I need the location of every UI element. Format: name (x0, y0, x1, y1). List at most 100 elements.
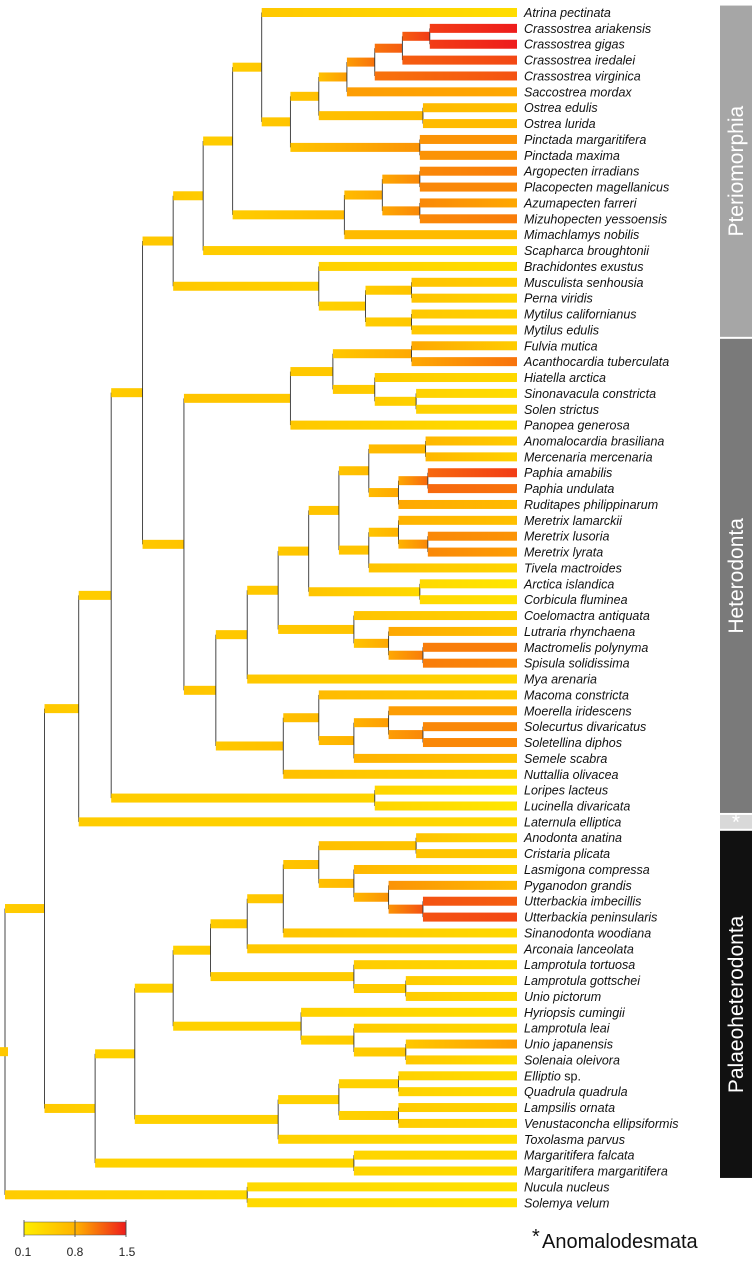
taxon-label: Paphia amabilis (524, 466, 612, 480)
branch-c_imp (183, 685, 216, 695)
branch-loripes-lacteus (374, 785, 517, 795)
taxon-label: Argopecten irradians (523, 165, 639, 179)
taxon-label: Lutraria rhynchaena (524, 625, 635, 639)
branch-c_anod (210, 919, 248, 929)
branch-mercenaria-mercenaria (425, 452, 517, 462)
branch-c_b1 (44, 1103, 96, 1113)
taxon-label: Brachidontes exustus (524, 260, 644, 274)
branch-saccostrea-mordax (346, 87, 517, 97)
branch-c_pyg (318, 878, 354, 888)
branch-meretrix-lamarckii (398, 515, 517, 525)
branch-c_an2 (283, 860, 319, 870)
branch-c_pap1 (398, 476, 428, 486)
branch-c_a3 (111, 388, 143, 398)
taxon-label: Cristaria plicata (524, 847, 610, 861)
taxon-label: Toxolasma parvus (524, 1133, 625, 1147)
branch-quadrula-quadrula (398, 1087, 517, 1097)
branch-corbicula-fluminea (419, 595, 517, 605)
branch-c_tel1 (283, 713, 319, 723)
branch-c_i2 (247, 585, 279, 595)
branch-toxolasma-parvus (278, 1134, 517, 1144)
branch-tivela-mactroides (368, 563, 517, 573)
branch-acanthocardia-tuberculata (411, 357, 517, 367)
taxon-label: Margaritifera falcata (524, 1149, 635, 1163)
taxon-label: Mya arenaria (524, 673, 597, 687)
branch-lamprotula-leai (353, 1023, 517, 1033)
taxon-label: Macoma constricta (524, 688, 629, 702)
clade-label: Heterodonta (725, 518, 748, 634)
taxon-label: Lamprotula tortuosa (524, 958, 635, 972)
branch-c_mer (338, 545, 369, 555)
branch-c_h3 (332, 384, 375, 394)
branch-paphia-amabilis (427, 468, 517, 478)
branch-meretrix-lusoria (427, 531, 517, 541)
branch-c_ano (368, 444, 426, 454)
branch-c_out (5, 1190, 248, 1200)
branch-c_a1 (44, 704, 79, 714)
branch-crassostrea-iredalei (402, 55, 517, 65)
branch-c_pt2 (203, 136, 233, 146)
taxon-label: Utterbackia peninsularis (524, 911, 657, 925)
taxon-label: Solen strictus (524, 403, 599, 417)
branch-sinonavacula-constricta (416, 388, 517, 398)
branch-c_pt1 (173, 191, 204, 201)
branch-anodonta-anatina (416, 833, 517, 843)
branch-c_hyr2 (353, 1047, 406, 1057)
branch-c_mac1 (353, 638, 389, 648)
branch-c_myt2 (365, 285, 412, 295)
branch-c_mac (278, 624, 354, 634)
taxon-label: Ostrea lurida (524, 117, 596, 131)
branch-c_mac2 (388, 650, 423, 660)
branch-c_cr3 (402, 31, 430, 41)
clade-bar-2 (720, 814, 752, 829)
taxon-labels: Atrina pectinata Crassostrea ariakensis Cr… (523, 6, 678, 1210)
branch-c_tel2 (318, 736, 354, 746)
branch-mactromelis-polynyma (422, 642, 517, 652)
branch-c_ost1 (261, 117, 291, 127)
branch-c_cr2 (374, 43, 403, 53)
legend-tick-mid: 0.8 (67, 1245, 84, 1259)
taxon-label: Lampsilis ornata (524, 1101, 615, 1115)
taxon-label: Pinctada margaritifera (524, 133, 646, 147)
clade-bar-1 (720, 338, 752, 813)
taxon-label: Meretrix lusoria (524, 530, 609, 544)
taxon-label: Soletellina diphos (524, 736, 622, 750)
taxon-label: Sinanodonta woodiana (524, 926, 651, 940)
taxon-label: Coelomactra antiquata (524, 609, 650, 623)
taxon-label: Arctica islandica (523, 577, 614, 591)
taxon-label: Solemya velum (524, 1196, 609, 1210)
branch-c_myt3 (365, 317, 412, 327)
branch-soletellina-diphos (422, 738, 517, 748)
branch-c_myt1 (318, 301, 366, 311)
branch-lamprotula-tortuosa (353, 960, 517, 970)
branch-nuttallia-olivacea (283, 769, 517, 779)
taxon-label: Arconaia lanceolata (523, 942, 634, 956)
branch-c_an3 (318, 841, 417, 851)
branch-solemya-velum (247, 1198, 517, 1208)
taxon-label: Fulvia mutica (524, 339, 598, 353)
branch-lucinella-divaricata (374, 801, 517, 811)
taxon-label: Venustaconcha ellipsiformis (524, 1117, 678, 1131)
taxon-label: Mimachlamys nobilis (524, 228, 639, 242)
branch-pinctada-margaritifera (419, 134, 517, 144)
branch-arconaia-lanceolata (247, 944, 517, 954)
taxon-label: Pyganodon grandis (524, 879, 632, 893)
branch-root (0, 1047, 8, 1057)
tree-branches (0, 8, 518, 1208)
branch-c_pyg1 (353, 892, 389, 902)
taxon-label: Crassostrea iredalei (524, 54, 636, 68)
branch-c_ven (278, 546, 309, 556)
taxon-label: Tivela mactroides (524, 561, 622, 575)
taxon-label: Loripes lacteus (524, 784, 608, 798)
branch-azumapecten-farreri (419, 198, 517, 208)
taxon-label: Crassostrea gigas (524, 38, 625, 52)
branch-c_hyr1 (301, 1035, 354, 1045)
taxon-label: Lamprotula gottschei (524, 974, 641, 988)
taxon-label: Mactromelis polynyma (524, 641, 648, 655)
branch-brachidontes-exustus (318, 261, 517, 271)
branch-mya-arenaria (247, 674, 517, 684)
taxon-label: Corbicula fluminea (524, 593, 628, 607)
branch-c_pec (232, 210, 345, 220)
branch-mytilus-californianus (411, 309, 517, 319)
branch-c_b3 (134, 983, 174, 993)
